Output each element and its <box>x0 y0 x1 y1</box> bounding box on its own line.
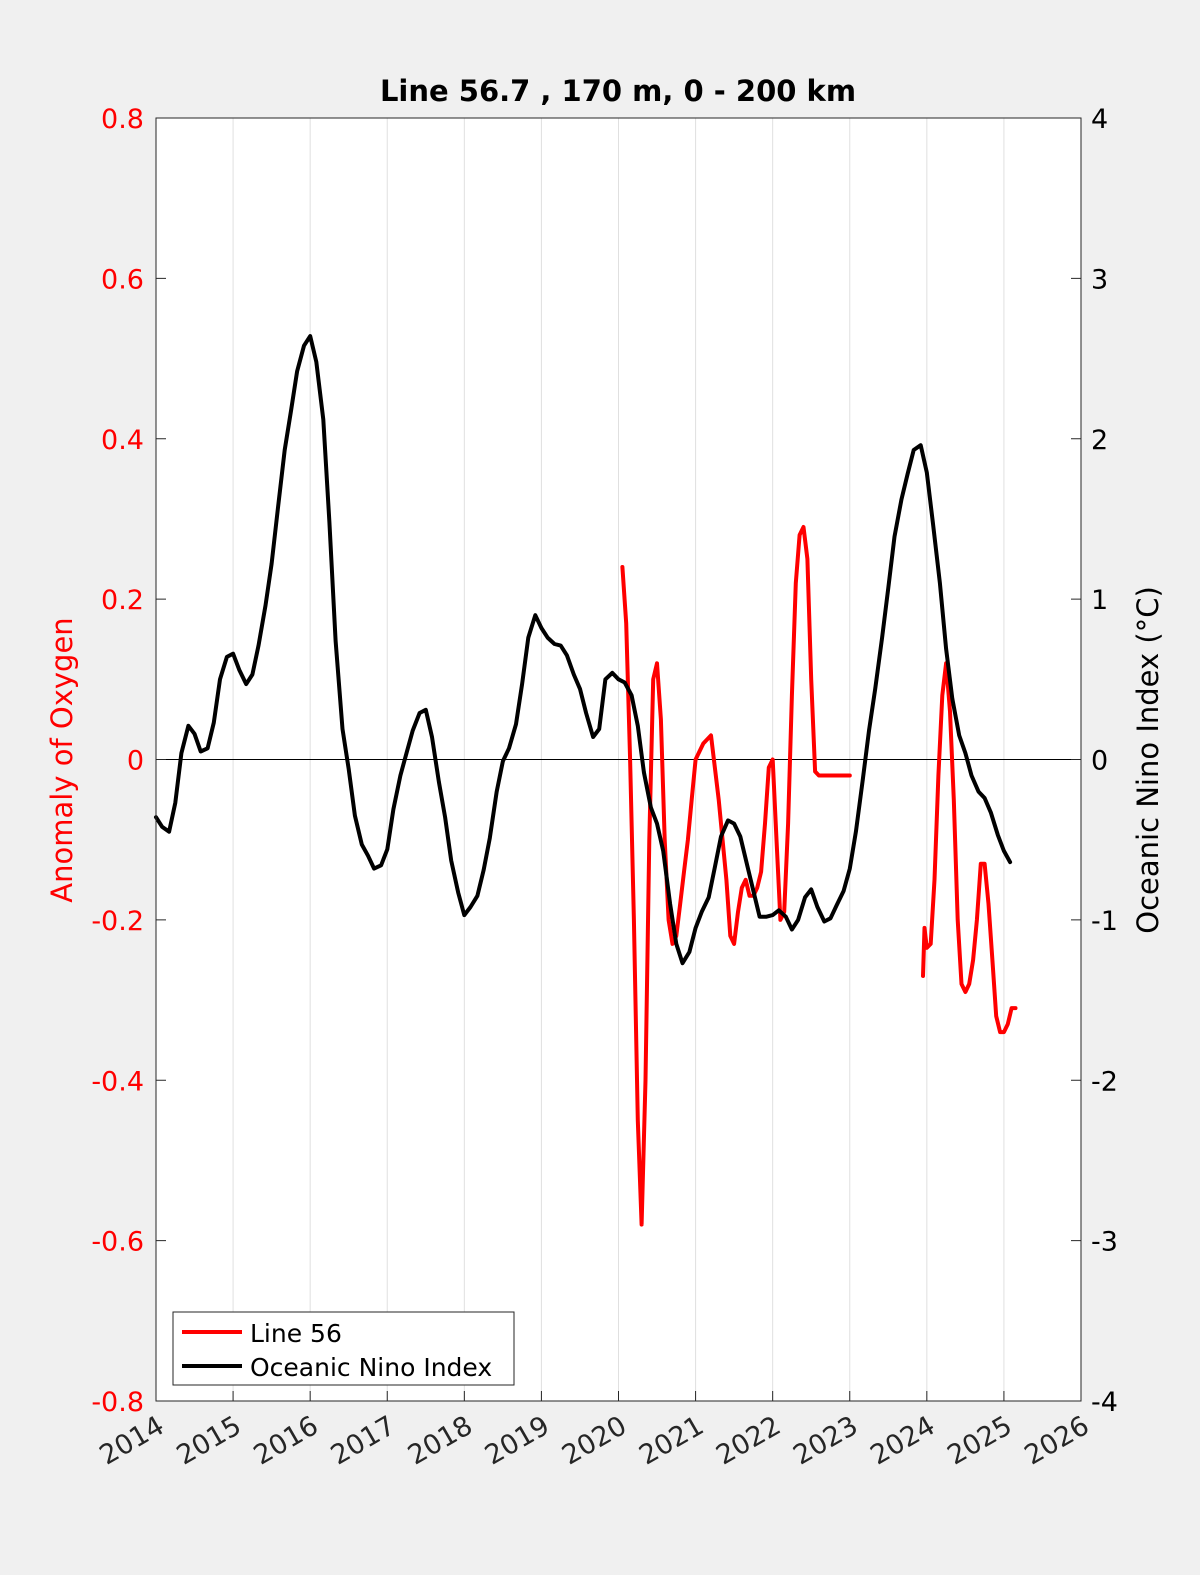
legend-box <box>172 1311 515 1386</box>
y-left-tick-label: 0.8 <box>101 104 144 135</box>
legend-label-oni: Oceanic Nino Index <box>250 1353 492 1382</box>
y-left-tick-label: -0.6 <box>91 1227 144 1258</box>
y-right-tick-label: 0 <box>1091 746 1108 777</box>
line56-line <box>620 525 852 1227</box>
y-left-tick-label: -0.2 <box>91 906 144 937</box>
y-right-tick-label: 4 <box>1091 104 1108 135</box>
y-left-tick-label: -0.8 <box>91 1387 144 1418</box>
y-right-tick-label: 1 <box>1091 585 1108 616</box>
chart-title: Line 56.7 , 170 m, 0 - 200 km <box>380 74 856 108</box>
y-left-tick-label: 0.4 <box>101 425 144 456</box>
y-right-tick-label: -4 <box>1091 1387 1118 1418</box>
y-left-tick-label: 0 <box>127 746 144 777</box>
y-right-tick-label: 3 <box>1091 264 1108 295</box>
legend: Line 56 Oceanic Nino Index <box>172 1311 515 1386</box>
y-axis-right-label: Oceanic Nino Index (°C) <box>1131 586 1165 934</box>
y-right-tick-label: -1 <box>1091 906 1118 937</box>
y-right-tick-label: 2 <box>1091 425 1108 456</box>
y-right-tick-label: -2 <box>1091 1066 1118 1097</box>
oni-line <box>154 334 1013 966</box>
line56-line <box>921 661 1018 1035</box>
series-layer <box>154 334 1018 1227</box>
y-left-tick-label: 0.2 <box>101 585 144 616</box>
axis-ticks <box>155 117 1082 1402</box>
y-axis-left-label: Anomaly of Oxygen <box>45 617 79 902</box>
y-left-tick-label: -0.4 <box>91 1066 144 1097</box>
y-right-tick-label: -3 <box>1091 1227 1118 1258</box>
y-left-tick-label: 0.6 <box>101 264 144 295</box>
legend-label-line56: Line 56 <box>250 1319 342 1348</box>
